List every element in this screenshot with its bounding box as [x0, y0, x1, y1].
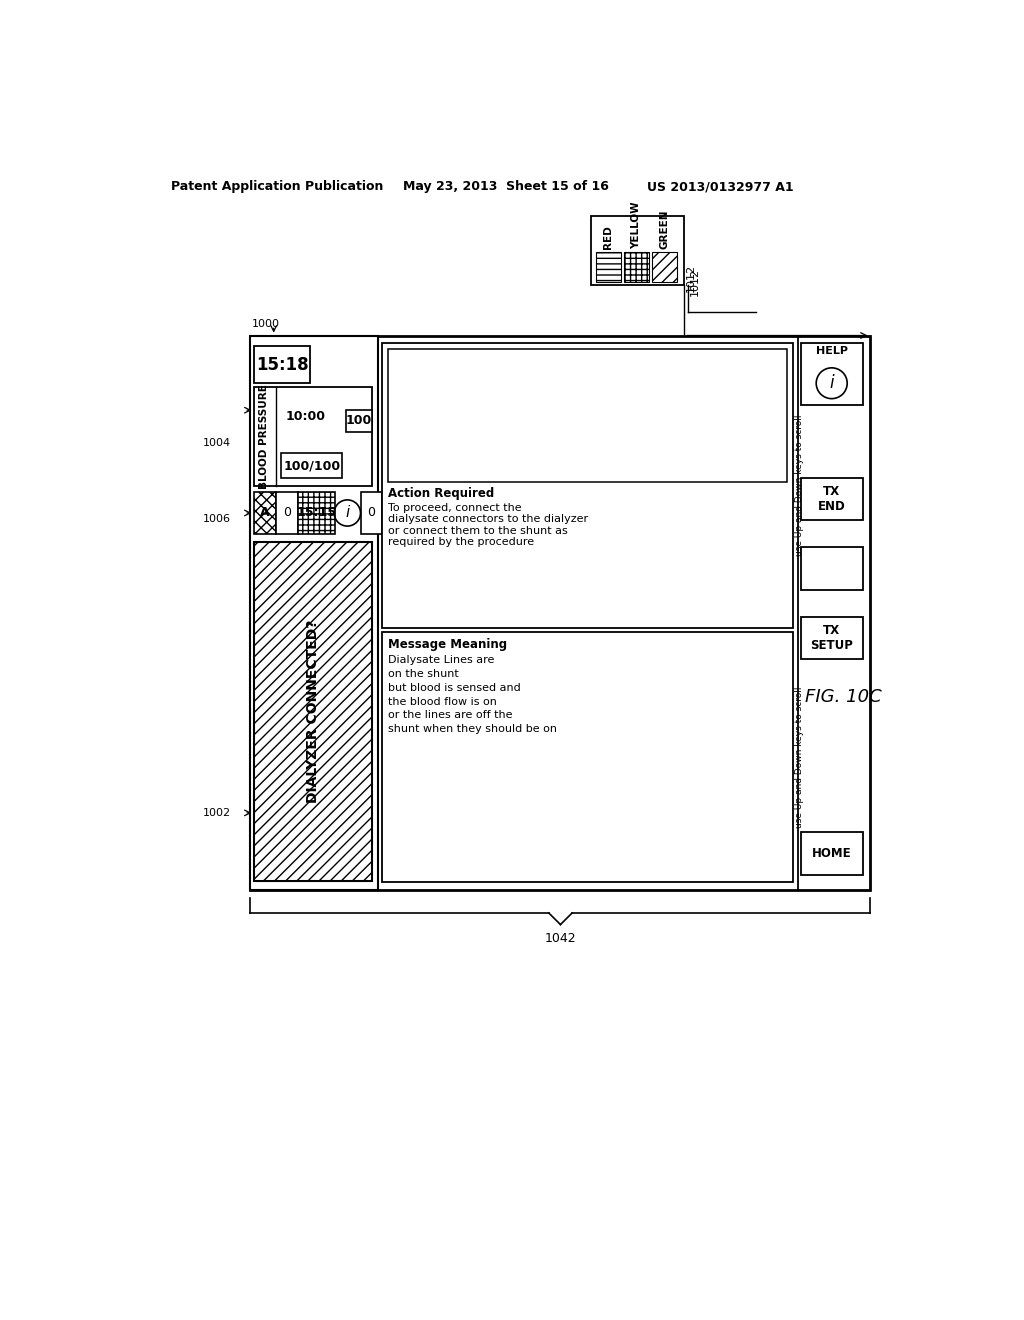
Bar [254, 543, 372, 880]
Text: 10:00: 10:00 [286, 409, 326, 422]
Text: YELLOW: YELLOW [632, 202, 641, 249]
Text: use Up and Down keys to scroll: use Up and Down keys to scroll [796, 414, 804, 557]
Text: Message Meaning: Message Meaning [388, 638, 508, 651]
Bar [652, 252, 677, 281]
Text: RED: RED [603, 226, 613, 249]
Text: i: i [829, 375, 834, 392]
Bar [624, 252, 649, 281]
Text: 1000: 1000 [252, 319, 280, 329]
Text: i: i [345, 506, 349, 520]
Bar [360, 492, 382, 535]
Text: 15:15: 15:15 [296, 507, 336, 520]
Text: 100/100: 100/100 [283, 459, 340, 473]
Text: 0: 0 [368, 507, 376, 520]
Text: BLOOD PRESSURE: BLOOD PRESSURE [259, 384, 269, 488]
Bar [592, 216, 684, 285]
Bar [276, 492, 298, 535]
Text: Dialysate Lines are: Dialysate Lines are [388, 655, 495, 665]
Bar [801, 616, 862, 659]
Text: 15:18: 15:18 [256, 356, 308, 374]
Bar [382, 632, 793, 882]
Text: required by the procedure: required by the procedure [388, 537, 535, 548]
Text: or the lines are off the: or the lines are off the [388, 710, 513, 721]
Bar [298, 492, 335, 535]
Bar [282, 453, 342, 478]
Bar [801, 832, 862, 875]
Text: Action Required: Action Required [388, 487, 495, 500]
Bar [382, 343, 793, 628]
Text: on the shunt: on the shunt [388, 669, 459, 678]
Bar [251, 335, 870, 890]
Text: TX
SETUP: TX SETUP [810, 624, 853, 652]
Text: use Up and Down keys to scroll: use Up and Down keys to scroll [796, 686, 804, 828]
Text: HOME: HOME [812, 847, 852, 859]
Text: but blood is sensed and: but blood is sensed and [388, 682, 521, 693]
Bar [254, 387, 372, 486]
Bar [388, 348, 786, 482]
Text: 0: 0 [283, 507, 291, 520]
Bar [346, 411, 372, 432]
Text: HELP: HELP [816, 346, 848, 356]
Bar [596, 252, 621, 281]
Text: 100: 100 [346, 414, 372, 428]
Text: 1006: 1006 [203, 513, 231, 524]
Text: DIALYZER CONNECTED?: DIALYZER CONNECTED? [306, 619, 321, 803]
Text: US 2013/0132977 A1: US 2013/0132977 A1 [647, 181, 794, 194]
Text: or connect them to the shunt as: or connect them to the shunt as [388, 525, 568, 536]
Text: 1012: 1012 [686, 264, 696, 292]
Text: 1042: 1042 [545, 932, 577, 945]
Text: May 23, 2013  Sheet 15 of 16: May 23, 2013 Sheet 15 of 16 [403, 181, 609, 194]
Bar [254, 346, 310, 383]
Text: FIG. 10C: FIG. 10C [805, 689, 882, 706]
Text: 1004: 1004 [203, 438, 231, 449]
Text: To proceed, connect the: To proceed, connect the [388, 503, 522, 512]
Text: the blood flow is on: the blood flow is on [388, 697, 498, 706]
Text: Patent Application Publication: Patent Application Publication [171, 181, 383, 194]
Text: 1012: 1012 [690, 268, 699, 296]
Text: shunt when they should be on: shunt when they should be on [388, 725, 557, 734]
Bar [801, 343, 862, 405]
Bar [801, 478, 862, 520]
Bar [254, 492, 276, 535]
Text: TX
END: TX END [818, 486, 846, 513]
Text: dialysate connectors to the dialyzer: dialysate connectors to the dialyzer [388, 515, 589, 524]
Text: GREEN: GREEN [659, 210, 670, 249]
Bar [801, 548, 862, 590]
Text: 1002: 1002 [203, 808, 231, 818]
Text: A: A [260, 507, 270, 520]
Bar [251, 335, 378, 890]
